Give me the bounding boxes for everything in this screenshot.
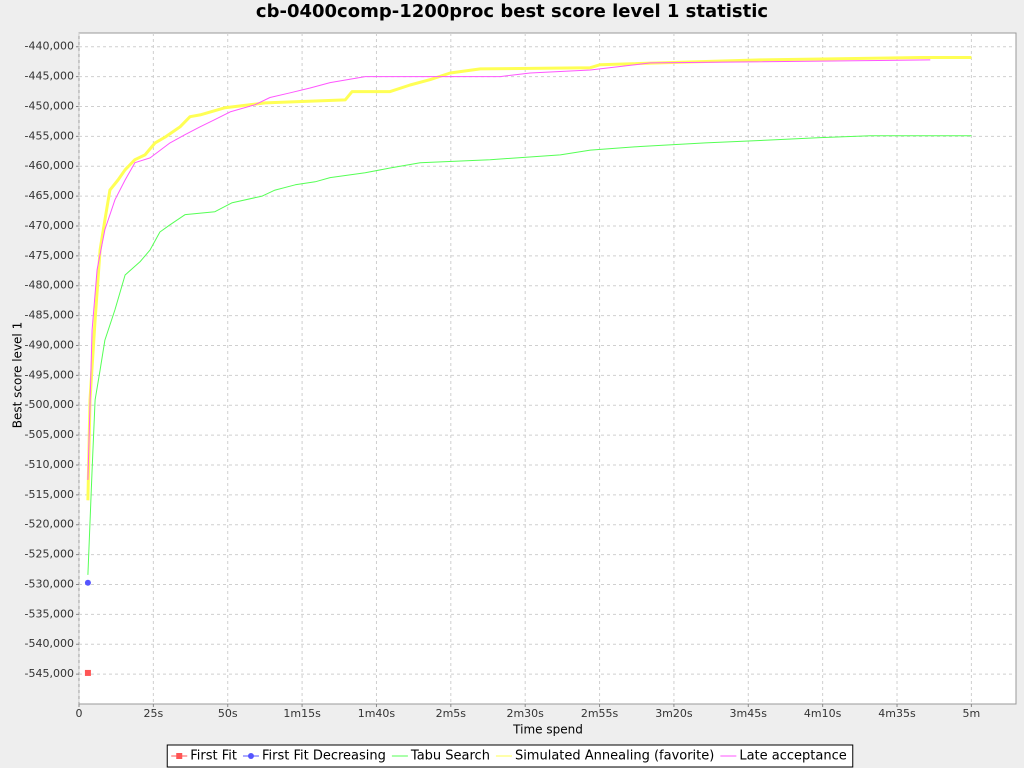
chart-title: cb-0400comp-1200proc best score level 1 …	[256, 1, 768, 22]
y-tick-label: -455,000	[25, 129, 74, 142]
x-tick-label: 1m15s	[283, 707, 321, 720]
legend-item: Simulated Annealing (favorite)	[495, 749, 714, 764]
y-tick-label: -520,000	[25, 518, 74, 531]
y-axis-title: Best score level 1	[11, 322, 25, 428]
legend-item: First Fit Decreasing	[242, 749, 386, 764]
legend-label: Simulated Annealing (favorite)	[515, 749, 714, 764]
legend-item: First Fit	[171, 749, 237, 764]
y-tick-label: -495,000	[25, 368, 74, 381]
series-line	[86, 56, 972, 501]
x-tick-label: 2m5s	[436, 707, 467, 720]
marker	[247, 753, 254, 759]
y-tick-label: -505,000	[25, 428, 74, 441]
x-axis-title: Time spend	[512, 723, 583, 737]
x-tick-label: 4m10s	[804, 707, 842, 720]
series	[84, 56, 972, 676]
x-tick-label: 4m35s	[878, 707, 916, 720]
marker	[84, 579, 91, 586]
marker	[176, 753, 183, 759]
x-tick-label: 2m55s	[581, 707, 619, 720]
legend-label: First Fit Decreasing	[262, 749, 386, 764]
x-tick-label: 3m45s	[730, 707, 768, 720]
y-tick-label: -535,000	[25, 607, 74, 620]
legend-label: Tabu Search	[410, 749, 490, 764]
series-line	[87, 135, 972, 575]
legend: First Fit First Fit Decreasing Tabu Search…	[166, 744, 854, 768]
x-tick-label: 25s	[143, 707, 163, 720]
y-tick-label: -440,000	[25, 40, 74, 53]
plot-area	[78, 32, 1017, 705]
y-tick-label: -515,000	[25, 488, 74, 501]
x-tick-label: 2m30s	[506, 707, 544, 720]
x-tick-label: 1m40s	[358, 707, 396, 720]
y-tick-label: -485,000	[25, 309, 74, 322]
y-tick-label: -525,000	[25, 548, 74, 561]
legend-label: Late acceptance	[739, 749, 846, 764]
y-tick-label: -545,000	[25, 667, 74, 680]
y-tick-label: -490,000	[25, 338, 74, 351]
y-tick-label: -475,000	[25, 249, 74, 262]
grid: -440,000 -445,000 -450,000 -455,000 -460,000…	[25, 33, 1016, 720]
y-tick-label: -470,000	[25, 219, 74, 232]
y-tick-label: -445,000	[25, 70, 74, 83]
y-tick-label: -540,000	[25, 637, 74, 650]
x-tick-label: 0	[76, 707, 83, 720]
legend-item: Tabu Search	[391, 749, 490, 764]
y-tick-label: -450,000	[25, 99, 74, 112]
y-tick-label: -460,000	[25, 159, 74, 172]
y-tick-label: -500,000	[25, 398, 74, 411]
legend-label: First Fit	[190, 749, 237, 764]
x-tick-label: 50s	[218, 707, 238, 720]
legend-item: Late acceptance	[720, 749, 847, 764]
y-tick-label: -480,000	[25, 279, 74, 292]
marker	[84, 669, 91, 676]
y-tick-label: -530,000	[25, 577, 74, 590]
x-tick-label: 3m20s	[655, 707, 693, 720]
x-tick-label: 5m	[963, 707, 981, 720]
y-tick-label: -465,000	[25, 189, 74, 202]
series-line	[87, 59, 931, 480]
y-tick-label: -510,000	[25, 458, 74, 471]
